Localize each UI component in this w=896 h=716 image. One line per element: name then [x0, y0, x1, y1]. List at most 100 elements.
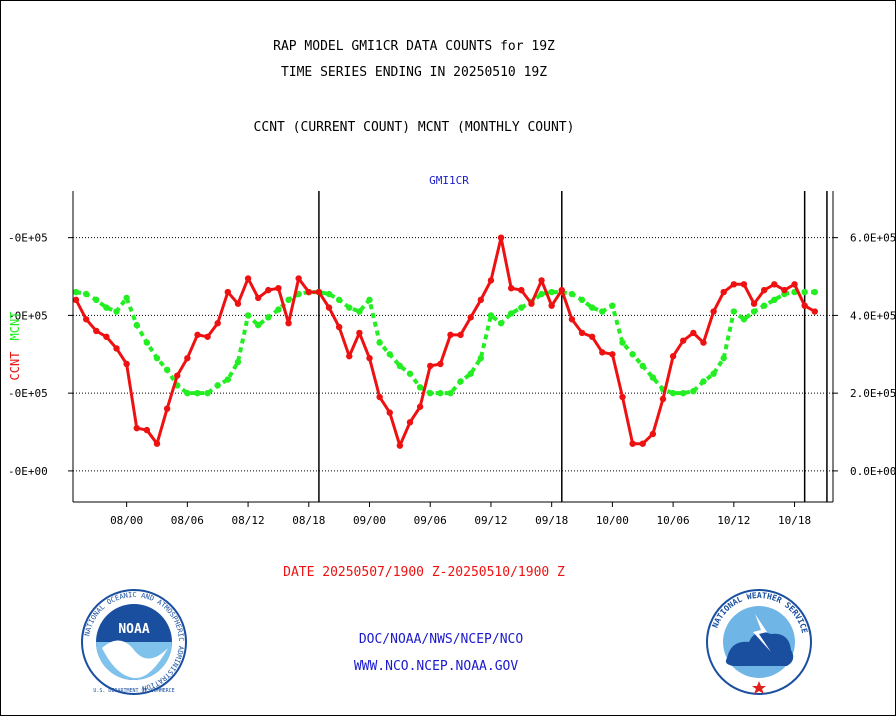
series-mcnt [73, 0, 828, 397]
data-point-mcnt [406, 370, 414, 377]
data-point-mcnt [82, 290, 90, 298]
separator-lines [318, 191, 828, 502]
data-point-mcnt [143, 339, 151, 346]
series-line-mcnt [75, 290, 815, 396]
data-point-ccnt [811, 308, 818, 315]
data-point-mcnt [447, 389, 454, 397]
data-point-mcnt [700, 378, 707, 385]
xtick-label: 10/06 [657, 514, 690, 527]
data-point-mcnt [204, 389, 211, 397]
data-point-ccnt [356, 329, 363, 337]
xtick-label: 09/18 [535, 514, 568, 527]
data-point-ccnt [487, 277, 495, 284]
data-point-mcnt [346, 304, 353, 311]
xtick-label: 08/18 [292, 514, 325, 527]
data-point-ccnt [690, 329, 697, 337]
grid-layer [73, 237, 833, 472]
data-point-mcnt [507, 310, 515, 317]
ytick-label-right: 4.0E+05 [850, 309, 896, 322]
data-point-ccnt [467, 314, 474, 321]
data-point-mcnt [548, 288, 555, 296]
data-point-ccnt [619, 393, 626, 401]
data-point-mcnt [113, 308, 120, 315]
data-point-mcnt [103, 304, 110, 311]
data-point-mcnt [376, 339, 383, 346]
data-point-ccnt [730, 281, 738, 288]
data-point-mcnt [822, 0, 828, 3]
data-point-mcnt [771, 296, 778, 304]
data-point-mcnt [609, 302, 616, 309]
data-point-mcnt [133, 321, 140, 329]
data-point-ccnt [376, 393, 383, 401]
chart-title: GMI1CR [429, 174, 469, 187]
data-point-ccnt [346, 353, 353, 360]
data-point-mcnt [467, 370, 474, 377]
ytick-label-left: -0E+05 [8, 309, 48, 322]
data-point-ccnt [588, 333, 596, 340]
data-point-mcnt [811, 288, 818, 296]
noaa-logo-text: NOAA [118, 622, 149, 637]
data-point-mcnt [588, 304, 596, 311]
series-ccnt [73, 0, 828, 449]
noaa-bottom-text: U.S. DEPARTMENT OF COMMERCE [93, 688, 174, 694]
data-point-ccnt [447, 331, 454, 339]
data-point-mcnt [629, 351, 636, 358]
data-point-ccnt [73, 296, 80, 304]
data-point-ccnt [659, 395, 667, 403]
data-point-ccnt [234, 300, 242, 307]
data-point-mcnt [740, 316, 748, 323]
data-point-mcnt [487, 312, 495, 319]
data-point-ccnt [133, 424, 140, 432]
date-range: DATE 20250507/1900 Z-20250510/1900 Z [283, 565, 565, 580]
data-point-mcnt [518, 304, 525, 311]
ylabel-left-ccnt: CCNT [8, 352, 22, 381]
data-point-ccnt [406, 419, 414, 426]
data-point-mcnt [214, 382, 221, 389]
ytick-label-left: -0E+05 [8, 387, 48, 400]
data-point-mcnt [639, 362, 646, 370]
data-point-ccnt [366, 354, 373, 362]
data-point-ccnt [822, 0, 828, 3]
data-point-ccnt [477, 296, 485, 304]
data-point-ccnt [781, 286, 788, 294]
data-point-ccnt [457, 331, 464, 339]
data-point-ccnt [669, 353, 677, 360]
data-point-ccnt [204, 333, 211, 340]
data-point-ccnt [275, 284, 282, 292]
data-point-mcnt [457, 378, 464, 385]
data-point-mcnt [254, 321, 262, 329]
org-url-link[interactable]: WWW.NCO.NCEP.NOAA.GOV [353, 659, 519, 674]
data-point-ccnt [295, 275, 302, 282]
data-point-ccnt [518, 286, 525, 294]
data-point-ccnt [325, 304, 333, 311]
xtick-label: 09/06 [414, 514, 447, 527]
header-title: RAP MODEL GMI1CR DATA COUNTS for 19Z [273, 39, 555, 54]
data-point-ccnt [254, 294, 262, 302]
axis-layer: -0E+00 0.0E+00 -0E+05 2.0E+05 -0E+05 4.0E+05 -… [8, 191, 896, 527]
xtick-label: 08/00 [110, 514, 143, 527]
data-point-mcnt [153, 354, 161, 362]
data-point-ccnt [801, 302, 808, 309]
xtick-label: 09/00 [353, 514, 386, 527]
ytick-label-right: 6.0E+05 [850, 232, 896, 245]
data-point-ccnt [791, 281, 798, 288]
data-point-mcnt [184, 389, 191, 397]
data-point-mcnt [690, 388, 697, 395]
data-point-ccnt [649, 430, 657, 438]
data-point-ccnt [265, 286, 272, 294]
data-point-mcnt [194, 389, 201, 397]
data-point-mcnt [163, 366, 171, 374]
data-point-ccnt [285, 319, 292, 327]
data-point-ccnt [82, 316, 90, 323]
data-point-mcnt [710, 370, 717, 377]
data-point-mcnt [568, 290, 576, 298]
data-point-ccnt [700, 339, 707, 346]
data-point-ccnt [153, 440, 161, 447]
data-point-ccnt [528, 300, 535, 307]
data-point-mcnt [649, 374, 657, 381]
data-point-mcnt [396, 362, 404, 370]
noaa-logo: NOAA NATIONAL OCEANIC AND ATMOSPHERIC AD… [81, 589, 187, 695]
ytick-label-right: 0.0E+00 [850, 465, 896, 478]
data-point-mcnt [73, 288, 80, 296]
